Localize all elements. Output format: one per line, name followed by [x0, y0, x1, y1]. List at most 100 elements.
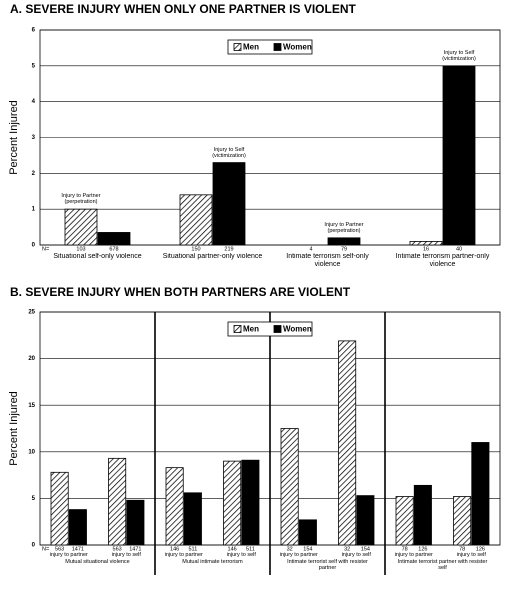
y-tick-label: 2: [32, 171, 36, 177]
n-label: 32: [287, 546, 293, 552]
x-tick-label: injury to partner: [394, 552, 433, 558]
annotation: Injury to Partner (perpetration): [324, 221, 364, 234]
n-label: 126: [476, 546, 485, 552]
y-tick-label: 0: [32, 243, 36, 249]
x-tick-label: injury to partner: [279, 552, 318, 558]
legend-label: Men: [243, 325, 259, 334]
legend-swatch: [273, 43, 282, 51]
y-tick-label: 0: [32, 543, 36, 549]
group-label-box: Mutual situational violence: [65, 559, 130, 565]
n-label: 150: [191, 246, 200, 252]
n-label: 146: [228, 546, 237, 552]
n-label: 511: [246, 546, 255, 552]
group-label: Mutual intimate terrorism: [182, 559, 243, 565]
group-label-box: Mutual intimate terrorism: [182, 559, 243, 565]
n-label: 154: [303, 546, 312, 552]
x-tick-label: Situational self-only violence: [53, 253, 142, 260]
bar: [395, 496, 414, 546]
annotation-box: Injury to Partner (perpetration): [61, 193, 101, 206]
n-label: 219: [224, 246, 233, 252]
y-tick-label: 3: [32, 135, 36, 141]
plot-frame: [39, 29, 501, 246]
x-tick-label: Intimate terrorism self-only violence: [286, 253, 369, 268]
bar: [453, 496, 472, 546]
group-label: Intimate terrorist partner with resister…: [397, 559, 488, 571]
x-tick-label: injury to self: [111, 552, 141, 558]
bar: [280, 428, 299, 546]
n-label: 1471: [72, 546, 84, 552]
legend-label: Women: [283, 325, 312, 334]
x-tick-label: injury to self: [456, 552, 486, 558]
y-tick-label: 20: [28, 356, 35, 362]
annotation: Injury to Self (victimization): [212, 146, 246, 159]
n-label: 678: [109, 246, 118, 252]
group-label-box: Intimate terrorist partner with resister…: [397, 559, 488, 571]
x-tick-label: injury to partner: [164, 552, 203, 558]
annotation-box: Injury to Self (victimization): [212, 146, 246, 159]
group-label-box: Intimate terrorist self with resister pa…: [287, 559, 368, 571]
n-prefix: N=: [42, 246, 49, 252]
n-label: 154: [361, 546, 370, 552]
x-tick-label: Intimate terrorism partner-only violence: [395, 253, 490, 268]
y-tick-label: 4: [32, 99, 36, 105]
y-tick-label: 5: [32, 496, 36, 502]
bar: [179, 194, 213, 246]
bar: [108, 457, 127, 546]
x-tick-label-box: Intimate terrorism self-only violence: [286, 253, 369, 268]
n-label: 79: [341, 246, 347, 252]
group-label: Intimate terrorist self with resister pa…: [287, 559, 368, 571]
x-tick-label: Situational partner-only violence: [162, 253, 263, 260]
bar: [68, 509, 87, 546]
x-tick-label: injury to self: [341, 552, 371, 558]
n-label: 32: [344, 546, 350, 552]
x-tick-label-box: injury to partner: [50, 552, 88, 558]
y-tick-label: 5: [32, 63, 36, 69]
n-label: 511: [188, 546, 197, 552]
x-tick-label-box: Situational partner-only violence: [162, 253, 263, 260]
x-tick-label-box: Situational self-only violence: [53, 253, 142, 260]
x-tick-label: injury to self: [226, 552, 256, 558]
bar: [126, 499, 145, 546]
annotation-box: Injury to Partner (perpetration): [324, 221, 364, 234]
y-tick-label: 10: [28, 449, 35, 455]
y-tick-label: 15: [28, 403, 35, 409]
bar: [298, 519, 317, 546]
bar: [64, 208, 98, 246]
annotation: Injury to Self (victimization): [442, 49, 476, 62]
legend-label: Men: [243, 43, 259, 52]
chart-title: A. SEVERE INJURY WHEN ONLY ONE PARTNER I…: [10, 2, 357, 16]
bar: [409, 241, 443, 246]
n-label: 78: [402, 546, 408, 552]
chart-title: B. SEVERE INJURY WHEN BOTH PARTNERS ARE …: [10, 285, 351, 299]
y-axis-label: Percent Injured: [8, 391, 20, 466]
n-prefix: N=: [42, 546, 49, 552]
legend-swatch: [233, 325, 242, 333]
bar: [442, 65, 476, 246]
bar: [356, 495, 375, 546]
n-label: 78: [459, 546, 465, 552]
bar: [471, 442, 490, 546]
n-label: 563: [55, 546, 64, 552]
n-label: 1471: [129, 546, 141, 552]
annotation-box: Injury to Self (victimization): [442, 49, 476, 62]
annotation: Injury to Partner (perpetration): [61, 193, 101, 206]
legend-box: [227, 321, 313, 337]
n-label: 40: [456, 246, 462, 252]
y-tick-label: 25: [28, 310, 35, 316]
bar: [338, 340, 357, 546]
bar: [165, 467, 184, 546]
n-label: 146: [170, 546, 179, 552]
bar: [97, 232, 131, 246]
bar: [50, 471, 69, 546]
bar: [183, 492, 202, 546]
n-label: 126: [418, 546, 427, 552]
x-tick-label-box: injury to self: [111, 552, 141, 558]
group-label: Mutual situational violence: [65, 559, 130, 565]
bar: [212, 162, 246, 246]
n-label: 16: [423, 246, 429, 252]
bar: [327, 237, 361, 246]
x-tick-label-box: injury to self: [341, 552, 371, 558]
bar: [413, 484, 432, 546]
x-tick-label-box: injury to self: [226, 552, 256, 558]
